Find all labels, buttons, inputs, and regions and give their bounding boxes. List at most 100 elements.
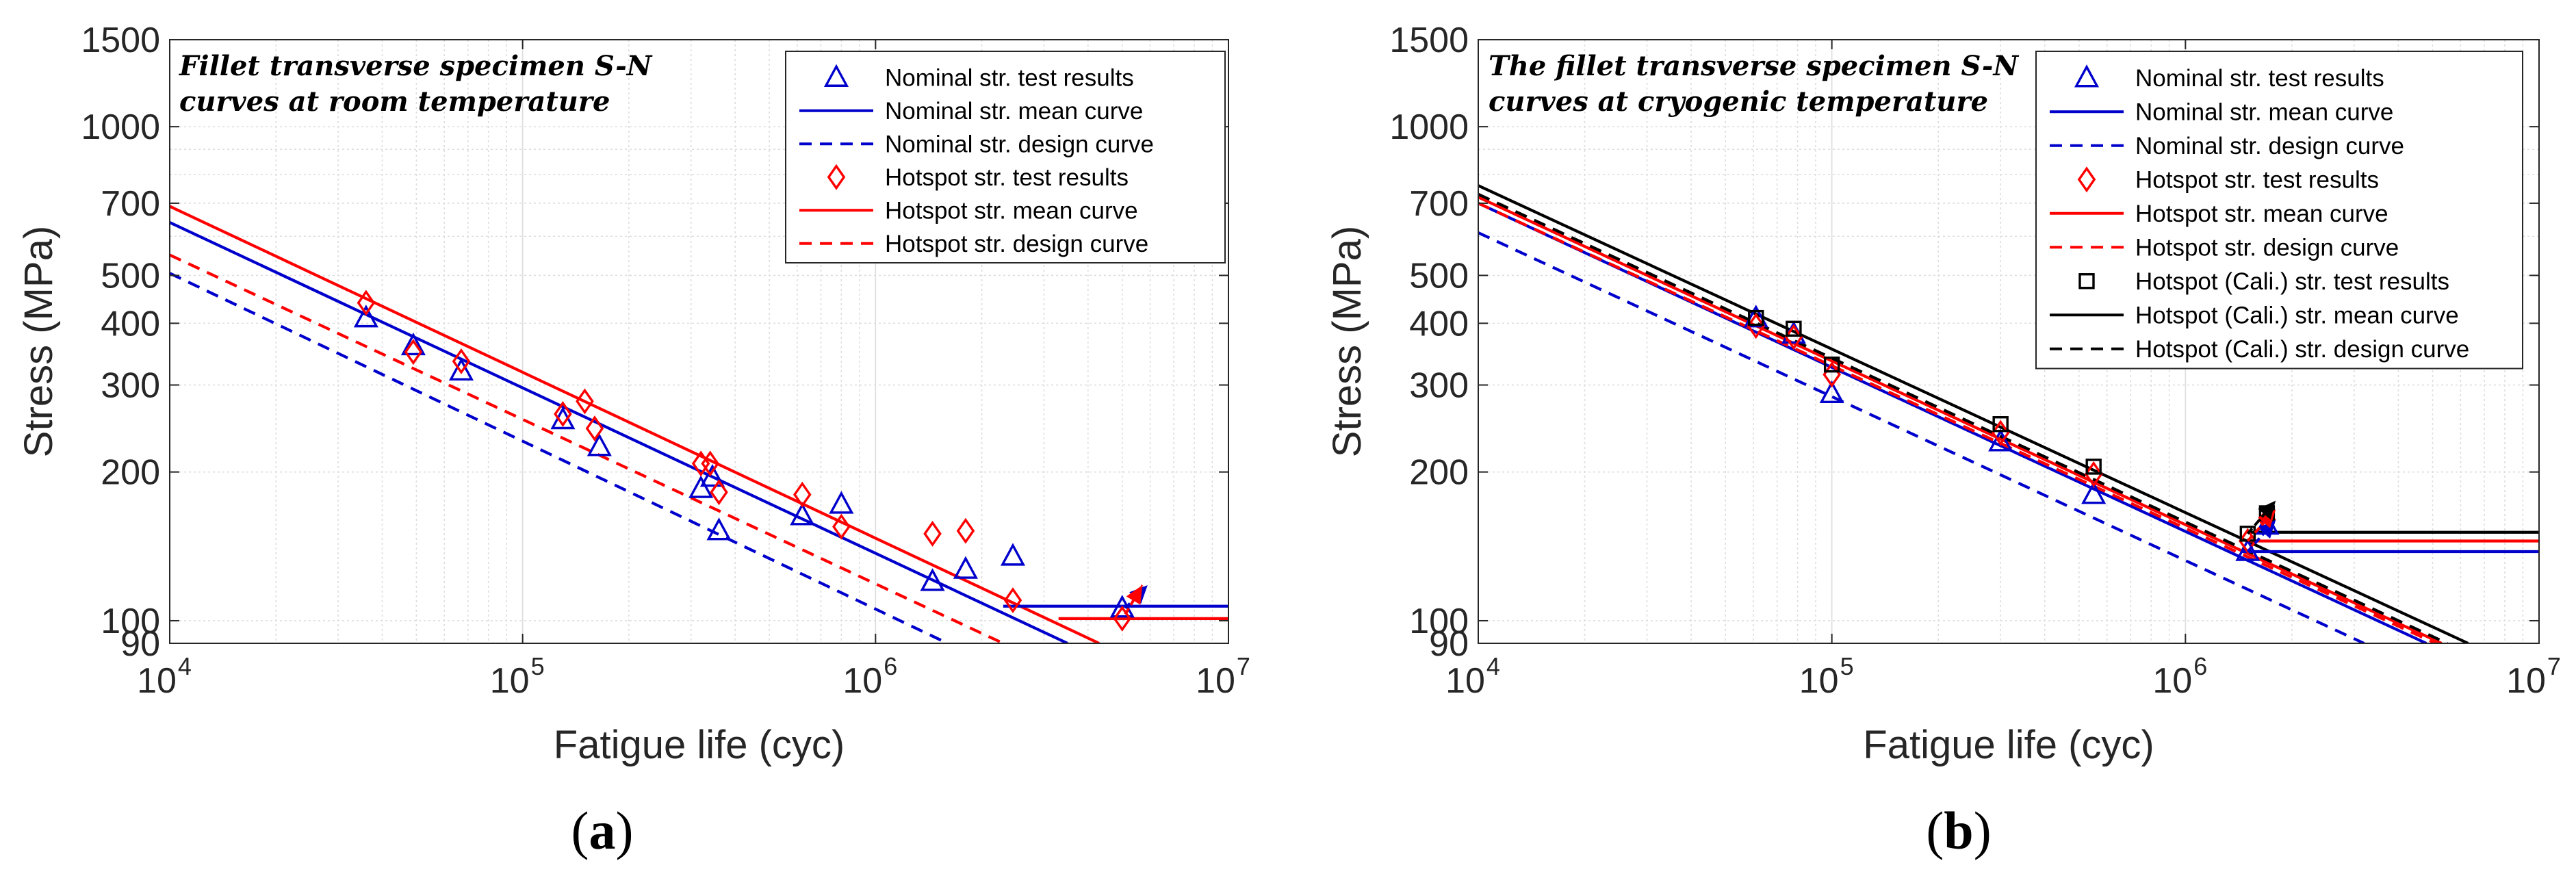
- x-tick-label: 105: [1799, 652, 1854, 701]
- data-point: [400, 332, 426, 356]
- legend-item: Nominal str. design curve: [2050, 133, 2404, 159]
- legend-item: Nominal str. mean curve: [2050, 99, 2393, 125]
- legend-label: Nominal str. test results: [885, 64, 1134, 91]
- data-layer: [1478, 184, 2539, 643]
- data-point: [923, 520, 942, 547]
- y-tick-label: 90: [1429, 624, 1469, 664]
- data-point: [448, 357, 474, 381]
- y-tick-label: 200: [101, 453, 160, 493]
- series-line-hotspot-str-design-curve: [1478, 202, 2436, 643]
- legend-label: Hotspot (Cali.) str. design curve: [2135, 336, 2469, 363]
- legend-label: Hotspot str. mean curve: [2135, 201, 2388, 227]
- y-tick-label: 700: [101, 184, 160, 224]
- runout-arrow-head: [2258, 519, 2276, 539]
- legend-item: Hotspot (Cali.) str. design curve: [2050, 336, 2469, 363]
- data-point: [576, 388, 594, 415]
- data-point: [688, 475, 714, 498]
- y-tick-label: 400: [101, 304, 160, 344]
- legend-item: Nominal str. test results: [823, 64, 1134, 91]
- y-tick-label: 300: [101, 366, 160, 406]
- data-point: [554, 401, 572, 427]
- y-tick-label: 100: [101, 602, 160, 641]
- x-tick-label: 105: [490, 652, 545, 701]
- data-point: [2235, 538, 2261, 561]
- data-point: [1819, 380, 1844, 404]
- data-point: [1823, 356, 1840, 373]
- data-point: [1748, 309, 1764, 326]
- data-point: [1747, 313, 1766, 339]
- y-tick-label: 1500: [1389, 21, 1469, 60]
- data-point: [2239, 528, 2257, 554]
- x-tick-label: 106: [842, 652, 897, 701]
- y-tick-label: 1000: [81, 107, 160, 147]
- series-line-nominal-str-mean-curve: [170, 221, 1068, 643]
- data-point: [1992, 416, 2009, 433]
- data-point: [829, 491, 854, 514]
- y-tick-label: 1500: [81, 21, 160, 60]
- data-point: [832, 513, 851, 540]
- legend-label: Hotspot str. design curve: [2135, 234, 2399, 261]
- y-tick-label: 90: [120, 624, 160, 664]
- legend-swatch-marker: [2078, 273, 2095, 289]
- data-point: [1784, 324, 1803, 350]
- series-nominal-str-test-results: [353, 305, 1135, 618]
- legend-label: Hotspot str. design curve: [885, 231, 1148, 257]
- data-point: [357, 289, 376, 316]
- legend-swatch-marker: [827, 164, 846, 190]
- data-point: [953, 556, 979, 579]
- legend-swatch-marker: [2074, 64, 2100, 88]
- data-point: [790, 502, 815, 526]
- legend-label: Nominal str. mean curve: [2135, 99, 2393, 125]
- runout-arrow-head: [1126, 585, 1143, 605]
- legend-label: Hotspot str. mean curve: [885, 197, 1138, 224]
- data-point: [1000, 543, 1026, 566]
- axes-box: [169, 39, 1229, 644]
- legend-item: Hotspot str. mean curve: [2050, 201, 2388, 227]
- data-point: [1743, 305, 1768, 328]
- data-point: [2084, 461, 2103, 487]
- series-line-hotspot-cali-str-mean-curve: [1478, 184, 2469, 643]
- x-axis-label: Fatigue life (cyc): [1863, 723, 2154, 767]
- y-tick-label: 400: [1409, 304, 1469, 344]
- data-point: [404, 339, 423, 365]
- data-point: [452, 348, 471, 374]
- panel-label-a: (a): [571, 801, 634, 860]
- data-point: [585, 415, 604, 442]
- y-tick-label: 500: [101, 256, 160, 296]
- series-line-hotspot-str-mean-curve: [170, 205, 1100, 643]
- legend-label: Hotspot (Cali.) str. test results: [2135, 268, 2449, 295]
- axes-box: [1478, 39, 2540, 644]
- legend-swatch-marker: [823, 64, 849, 87]
- data-point: [699, 464, 725, 487]
- chart-title: The fillet transverse specimen S-N curves…: [1489, 50, 2020, 118]
- data-point: [956, 517, 975, 544]
- legend-swatch-marker: [2077, 166, 2096, 193]
- legend-label: Nominal str. design curve: [2135, 133, 2404, 159]
- data-layer: [170, 205, 1228, 643]
- legend-label: Nominal str. mean curve: [885, 98, 1143, 125]
- legend-label: Nominal str. test results: [2135, 65, 2384, 92]
- legend-label: Hotspot str. test results: [885, 164, 1129, 191]
- y-tick-label: 100: [1409, 602, 1469, 641]
- x-tick-label: 106: [2152, 652, 2207, 701]
- y-tick-label: 300: [1409, 366, 1469, 406]
- legend-item: Nominal str. mean curve: [799, 98, 1143, 125]
- y-axis-label: Stress (MPa): [16, 226, 61, 457]
- data-point: [710, 479, 728, 506]
- legend-item: Hotspot str. test results: [827, 164, 1129, 191]
- series-hotspot-str-test-results: [357, 289, 1132, 632]
- legend-item: Hotspot str. design curve: [2050, 234, 2399, 261]
- legend-label: Hotspot str. test results: [2135, 166, 2379, 193]
- series-line-hotspot-str-mean-curve: [1478, 196, 2443, 643]
- data-point: [793, 481, 812, 508]
- legend-item: Hotspot (Cali.) str. mean curve: [2050, 302, 2459, 328]
- chart-title: Fillet transverse specimen S-N curves at …: [179, 50, 653, 118]
- data-point: [1003, 587, 1022, 614]
- legend: Nominal str. test results Nominal str. me…: [785, 51, 1226, 263]
- y-tick-label: 700: [1409, 184, 1469, 224]
- series-line-hotspot-cali-str-design-curve: [1478, 192, 2448, 643]
- data-point: [701, 450, 720, 477]
- series-hotspot-cali-str-test-results: [1748, 309, 2276, 542]
